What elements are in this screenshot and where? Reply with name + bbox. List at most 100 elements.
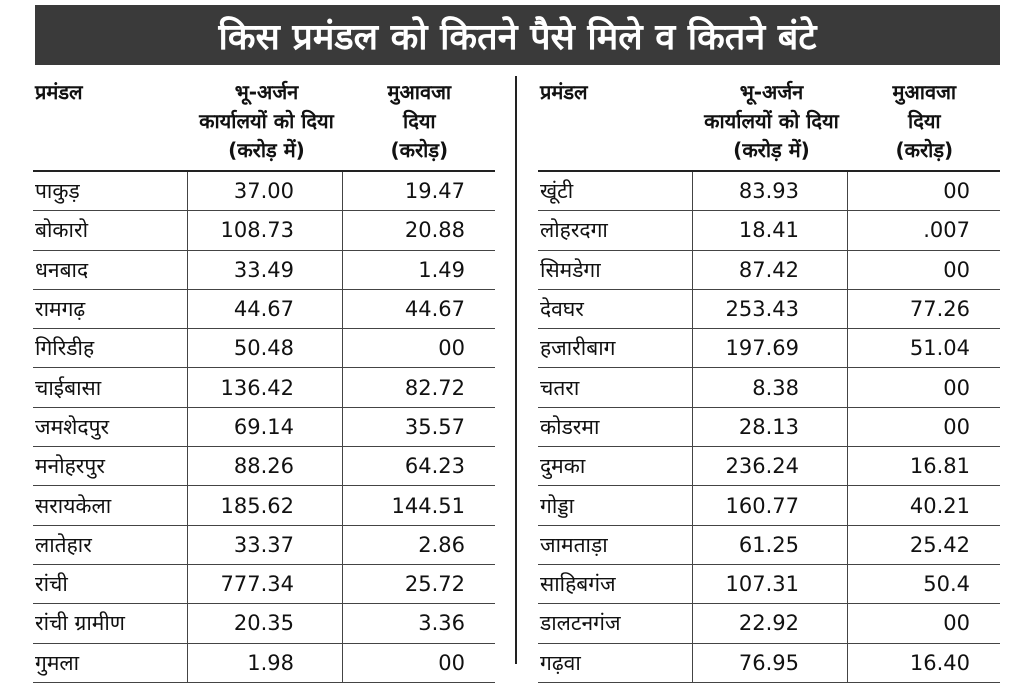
table-row: कोडरमा 28.13 00 <box>538 407 1000 448</box>
amount-given: 61.25 <box>693 525 848 564</box>
amount-given: 76.95 <box>693 643 848 682</box>
header-land-acquisition: भू-अर्जन कार्यालयों को दिया (करोड़ में) <box>189 78 343 170</box>
compensation-paid: 40.21 <box>909 493 970 518</box>
right-table: प्रमंडल भू-अर्जन कार्यालयों को दिया (करो… <box>538 78 1000 683</box>
division-name: रांची <box>33 564 188 604</box>
amount-given: 160.77 <box>693 486 848 525</box>
compensation-paid: 1.49 <box>418 257 465 282</box>
division-name: कोडरमा <box>538 407 693 447</box>
amount-given: 87.42 <box>693 250 848 289</box>
table-row: पाकुड़ 37.00 19.47 <box>33 172 495 212</box>
amount-given: 197.69 <box>693 329 848 368</box>
page-title: किस प्रमंडल को कितने पैसे मिले व कितने ब… <box>35 5 1000 65</box>
amount-given: 1.98 <box>188 643 343 682</box>
amount-given: 185.62 <box>188 486 343 525</box>
header-line: भू-अर्जन <box>234 80 299 104</box>
amount-given: 33.37 <box>188 525 343 564</box>
division-name: सरायकेला <box>33 486 188 525</box>
header-line: (करोड़ में) <box>733 138 810 162</box>
division-name: चाईबासा <box>33 368 188 407</box>
amount-given: 107.31 <box>693 564 848 604</box>
division-name: साहिबगंज <box>538 564 693 604</box>
amount-given: 33.49 <box>188 250 343 289</box>
compensation-paid: .007 <box>923 218 970 243</box>
table-row: गोड्डा 160.77 40.21 <box>538 486 1000 526</box>
table-row: चतरा 8.38 00 <box>538 368 1000 408</box>
table-row: गुमला 1.98 00 <box>33 643 495 683</box>
amount-given: 253.43 <box>693 289 848 329</box>
compensation-paid: 00 <box>943 414 970 439</box>
amount-given: 18.41 <box>693 211 848 250</box>
division-name: रांची ग्रामीण <box>33 604 188 643</box>
table-row: देवघर 253.43 77.26 <box>538 289 1000 330</box>
amount-given: 8.38 <box>693 368 848 407</box>
header-line: दिया <box>908 109 941 133</box>
table-header: प्रमंडल भू-अर्जन कार्यालयों को दिया (करो… <box>33 78 495 172</box>
amount-given: 83.93 <box>693 172 848 211</box>
compensation-paid: 16.81 <box>909 454 970 479</box>
table-row: मनोहरपुर 88.26 64.23 <box>33 447 495 487</box>
amount-given: 44.67 <box>188 289 343 329</box>
compensation-paid: 3.36 <box>418 611 465 636</box>
amount-given: 88.26 <box>188 447 343 486</box>
header-line: मुआवजा <box>387 80 452 104</box>
compensation-paid: 00 <box>438 336 465 361</box>
header-line: (करोड़ में) <box>228 138 305 162</box>
division-name: बोकारो <box>33 211 188 250</box>
division-name: देवघर <box>538 289 693 329</box>
compensation-paid: 82.72 <box>404 375 465 400</box>
compensation-paid: 00 <box>943 375 970 400</box>
division-name: रामगढ़ <box>33 289 188 329</box>
header-division: प्रमंडल <box>35 80 83 104</box>
amount-given: 28.13 <box>693 407 848 447</box>
table-row: बोकारो 108.73 20.88 <box>33 211 495 251</box>
compensation-paid: 144.51 <box>391 493 465 518</box>
compensation-paid: 35.57 <box>404 414 465 439</box>
table-row: गढ़वा 76.95 16.40 <box>538 643 1000 683</box>
table-row: रांची ग्रामीण 20.35 3.36 <box>33 604 495 644</box>
compensation-paid: 50.4 <box>923 572 970 597</box>
table-row: लोहरदगा 18.41 .007 <box>538 211 1000 251</box>
table-row: जमशेदपुर 69.14 35.57 <box>33 407 495 448</box>
header-land-acquisition: भू-अर्जन कार्यालयों को दिया (करोड़ में) <box>694 78 848 170</box>
division-name: सिमडेगा <box>538 250 693 289</box>
division-name: लोहरदगा <box>538 211 693 250</box>
amount-given: 50.48 <box>188 329 343 368</box>
amount-given: 777.34 <box>188 564 343 604</box>
table-header: प्रमंडल भू-अर्जन कार्यालयों को दिया (करो… <box>538 78 1000 172</box>
header-line: (करोड़) <box>895 138 954 162</box>
left-table: प्रमंडल भू-अर्जन कार्यालयों को दिया (करो… <box>33 78 495 683</box>
header-line: कार्यालयों को दिया <box>199 109 334 133</box>
table-row: डालटनगंज 22.92 00 <box>538 604 1000 644</box>
amount-given: 236.24 <box>693 447 848 486</box>
header-compensation: मुआवजा दिया (करोड़) <box>344 78 495 170</box>
division-name: गढ़वा <box>538 643 693 682</box>
division-name: गिरिडीह <box>33 329 188 368</box>
amount-given: 108.73 <box>188 211 343 250</box>
header-line: मुआवजा <box>892 80 957 104</box>
amount-given: 37.00 <box>188 172 343 211</box>
table-row: साहिबगंज 107.31 50.4 <box>538 564 1000 605</box>
header-line: कार्यालयों को दिया <box>704 109 839 133</box>
compensation-paid: 25.42 <box>909 532 970 557</box>
header-line: दिया <box>403 109 436 133</box>
division-name: डालटनगंज <box>538 604 693 643</box>
division-name: लातेहार <box>33 525 188 564</box>
division-name: खूंटी <box>538 172 693 211</box>
compensation-paid: 20.88 <box>404 218 465 243</box>
division-name: गुमला <box>33 643 188 682</box>
compensation-paid: 00 <box>438 650 465 675</box>
division-name: जमशेदपुर <box>33 407 188 447</box>
table-row: रामगढ़ 44.67 44.67 <box>33 289 495 330</box>
header-line: भू-अर्जन <box>739 80 804 104</box>
table-row: खूंटी 83.93 00 <box>538 172 1000 212</box>
compensation-paid: 44.67 <box>404 297 465 322</box>
division-name: धनबाद <box>33 250 188 289</box>
division-name: दुमका <box>538 447 693 486</box>
division-name: गोड्डा <box>538 486 693 525</box>
compensation-paid: 00 <box>943 611 970 636</box>
header-line: (करोड़) <box>390 138 449 162</box>
division-name: जामताड़ा <box>538 525 693 564</box>
column-separator <box>515 76 517 664</box>
table-row: चाईबासा 136.42 82.72 <box>33 368 495 408</box>
